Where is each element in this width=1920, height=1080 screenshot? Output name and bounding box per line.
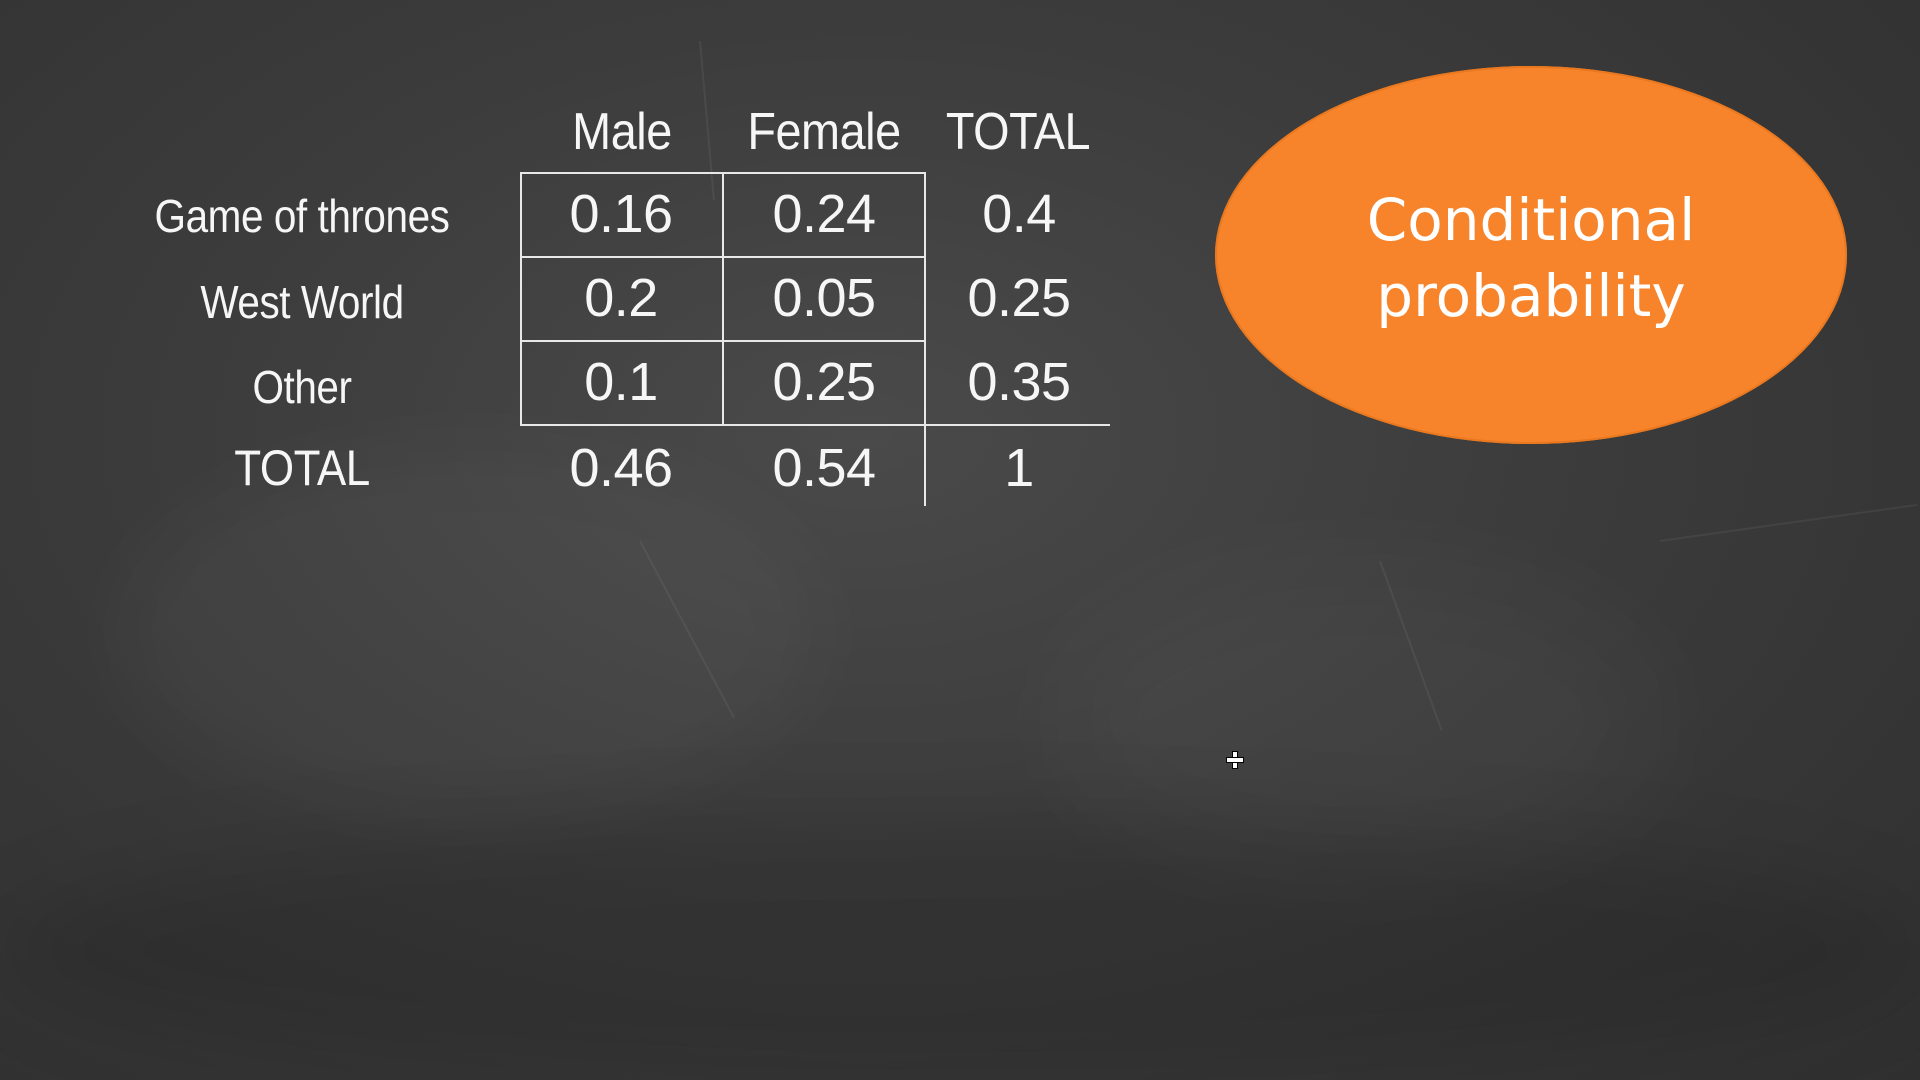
- table-cell: 0.25: [772, 352, 876, 412]
- row-header-west-world: West World: [200, 276, 404, 328]
- table-cell: 1: [1004, 438, 1034, 498]
- topic-title: Conditional probability: [1366, 186, 1696, 330]
- topic-bubble: Conditional probability: [1215, 66, 1847, 444]
- column-header-male: Male: [572, 103, 672, 161]
- table-cell: 0.1: [584, 352, 658, 412]
- table-cell: 0.54: [772, 438, 876, 498]
- grid-line: [924, 172, 926, 506]
- row-header-game-of-thrones: Game of thrones: [154, 190, 450, 242]
- column-header-total: TOTAL: [945, 103, 1091, 161]
- grid-line: [722, 172, 724, 426]
- grid-line: [924, 424, 1110, 426]
- grid-line: [520, 256, 926, 258]
- table-cell: 0.4: [982, 184, 1056, 244]
- table-cell: 0.25: [967, 268, 1071, 328]
- table-cell: 0.05: [772, 268, 876, 328]
- table-cell: 0.16: [569, 184, 673, 244]
- row-header-total: TOTAL: [234, 440, 370, 496]
- table-cell: 0.2: [584, 268, 658, 328]
- crosshair-cursor-icon: [1227, 752, 1243, 768]
- column-header-female: Female: [747, 103, 901, 161]
- table-cell: 0.35: [967, 352, 1071, 412]
- table-cell: 0.46: [569, 438, 673, 498]
- row-header-other: Other: [252, 361, 352, 413]
- grid-line: [520, 340, 926, 342]
- table-cell: 0.24: [772, 184, 876, 244]
